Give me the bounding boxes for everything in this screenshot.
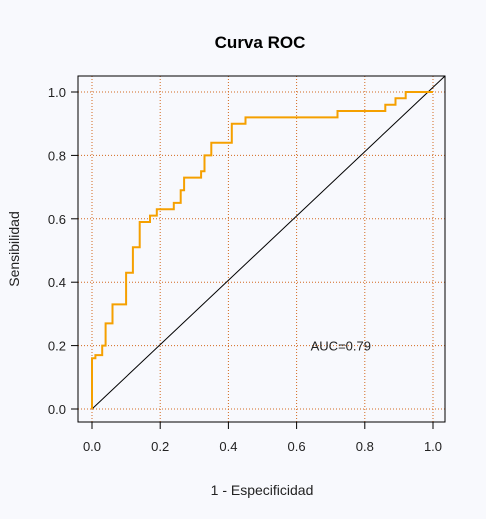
roc-curve-line (91, 91, 433, 409)
x-tick-label-2: 0.4 (219, 439, 237, 454)
y-tick-label-1: 0.2 (48, 339, 66, 354)
x-tick-label-3: 0.6 (288, 439, 306, 454)
reference-diagonal-line (91, 75, 446, 410)
x-axis-ticks: 0.0 0.2 0.4 0.6 0.8 1.0 (83, 422, 442, 454)
x-tick-label-0: 0.0 (83, 439, 101, 454)
x-tick-label-4: 0.8 (356, 439, 374, 454)
x-axis-label: 1 - Especificidad (211, 482, 314, 498)
plot-border (77, 75, 446, 423)
y-axis-ticks: 0.0 0.2 0.4 0.6 0.8 1.0 (48, 85, 78, 417)
chart-title: Curva ROC (215, 33, 306, 52)
x-tick-label-5: 1.0 (424, 439, 442, 454)
y-tick-label-3: 0.6 (48, 212, 66, 227)
y-tick-label-5: 1.0 (48, 85, 66, 100)
y-tick-label-2: 0.4 (48, 275, 66, 290)
y-axis-label: Sensibilidad (6, 211, 22, 287)
auc-annotation: AUC=0.79 (311, 339, 371, 354)
grid (78, 76, 445, 422)
y-tick-label-0: 0.0 (48, 402, 66, 417)
x-tick-label-1: 0.2 (151, 439, 169, 454)
y-tick-label-4: 0.8 (48, 148, 66, 163)
